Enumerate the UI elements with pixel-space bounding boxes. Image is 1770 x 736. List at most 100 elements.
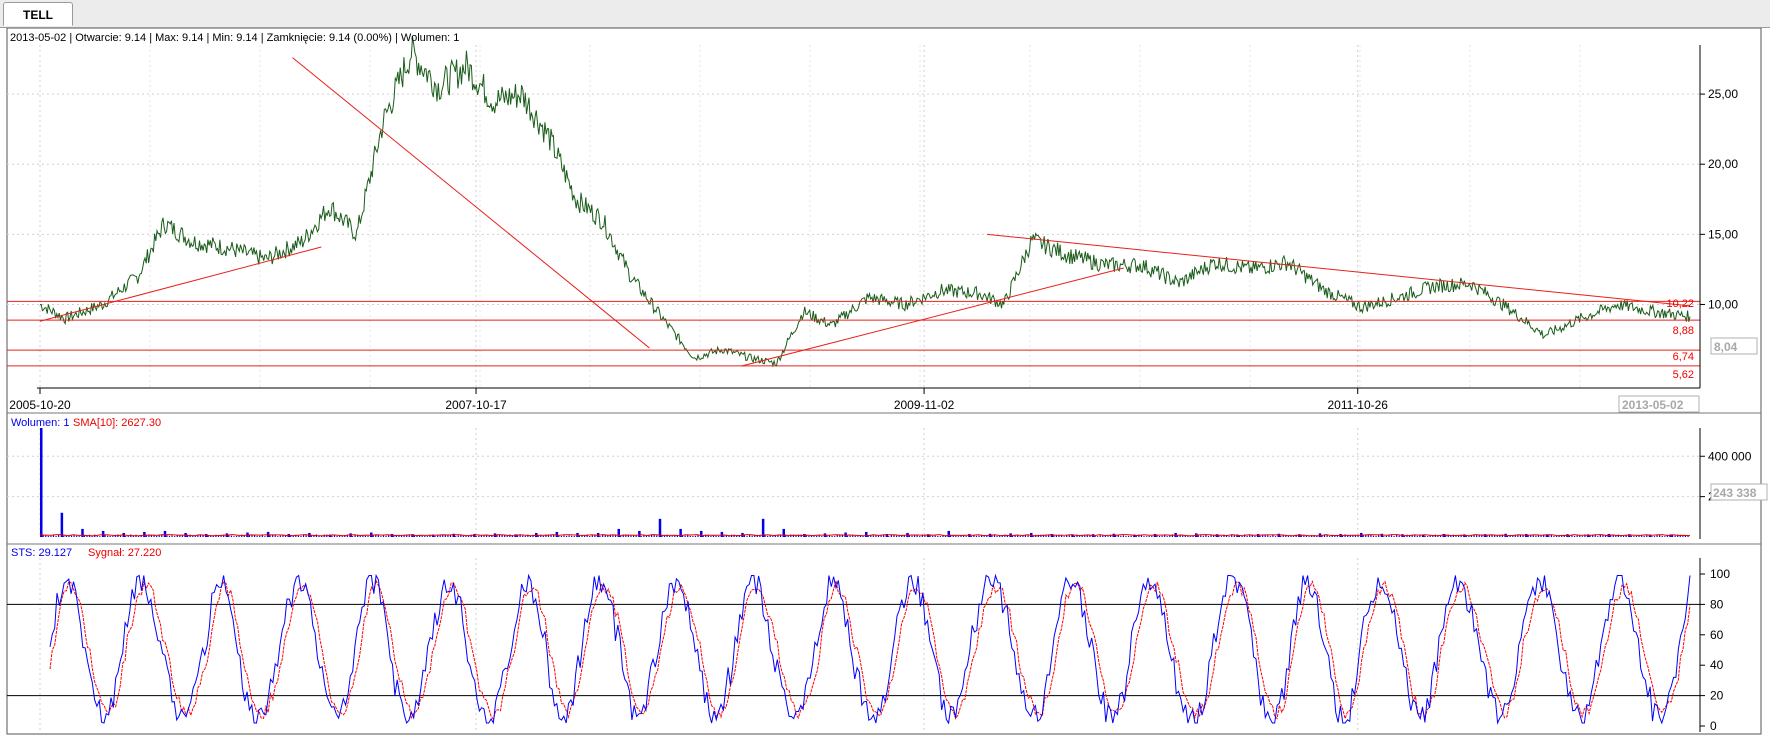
volume-bar <box>1548 534 1550 537</box>
volume-bar <box>1066 535 1068 537</box>
sts-signal-text: Sygnał: 27.220 <box>88 547 161 559</box>
volume-bar <box>269 535 271 537</box>
volume-bar <box>1437 535 1439 537</box>
tab-tell[interactable]: TELL <box>3 2 73 26</box>
volume-bar <box>888 536 890 537</box>
volume-bar <box>1455 536 1457 537</box>
volume-bar <box>277 536 279 537</box>
volume-bar <box>1414 535 1416 537</box>
volume-bar <box>890 534 892 537</box>
volume-bar <box>715 535 717 537</box>
volume-bar <box>700 530 703 537</box>
volume-bar <box>1321 535 1323 537</box>
volume-bar <box>916 534 918 537</box>
volume-bar <box>380 536 382 537</box>
sts-tick-label: 80 <box>1710 597 1724 611</box>
volume-bar <box>1166 536 1168 537</box>
volume-bar <box>1146 536 1148 537</box>
volume-bar <box>1259 535 1261 537</box>
volume-bar <box>199 534 202 537</box>
volume-bar <box>748 535 751 537</box>
x-tick-label: 2009-11-02 <box>894 398 955 412</box>
volume-bar <box>926 534 930 537</box>
volume-bar <box>143 531 146 537</box>
last-price-box <box>1710 337 1758 355</box>
price-series <box>39 36 1691 368</box>
volume-bar <box>1189 536 1192 537</box>
volume-bar <box>1151 535 1153 537</box>
volume-bar <box>813 536 815 537</box>
volume-bar <box>1486 534 1488 537</box>
volume-bar <box>192 535 194 537</box>
volume-bar <box>1550 535 1552 537</box>
volume-bar <box>1164 535 1166 537</box>
volume-bar <box>140 535 142 537</box>
volume-bar <box>282 534 284 537</box>
volume-bar <box>163 530 167 537</box>
volume-bar <box>297 535 300 537</box>
volume-bar <box>1476 535 1478 537</box>
volume-bar <box>1478 534 1480 537</box>
volume-bar <box>1592 534 1594 537</box>
trendline <box>987 233 1691 307</box>
volume-bar <box>960 535 962 537</box>
volume-bar <box>168 535 171 537</box>
volume-bar <box>86 535 88 537</box>
volume-bar <box>295 534 297 537</box>
volume-bar <box>1393 535 1395 537</box>
volume-bar <box>846 535 849 537</box>
volume-bar <box>1682 536 1684 537</box>
volume-bar <box>1246 535 1248 537</box>
volume-bar <box>1285 535 1287 537</box>
volume-bar <box>560 536 562 537</box>
volume-bar <box>1094 535 1096 537</box>
volume-bar <box>1635 535 1638 537</box>
volume-bar <box>1419 534 1421 537</box>
volume-bar <box>865 531 868 537</box>
sts-tick-label: 20 <box>1710 689 1724 703</box>
volume-bar <box>607 534 609 537</box>
chart-svg[interactable]: 10,00 15,00 20,00 25,00 2005-10-20 2007-10-17… <box>0 28 1770 736</box>
level-label-2: 8,88 <box>1673 325 1694 337</box>
volume-bar <box>653 534 655 537</box>
volume-bar <box>1370 534 1372 537</box>
volume-bar <box>1659 534 1661 537</box>
volume-bar <box>1323 534 1326 537</box>
volume-bar <box>1130 535 1132 537</box>
volume-bar <box>1300 534 1302 537</box>
volume-bar <box>712 535 715 537</box>
volume-bar <box>1148 535 1150 537</box>
volume-bar <box>924 534 926 537</box>
volume-bar <box>1362 534 1364 537</box>
volume-bar <box>908 535 911 537</box>
sts-tick-label: 100 <box>1710 567 1730 581</box>
volume-bar <box>1058 534 1060 537</box>
volume-bar <box>684 535 686 537</box>
volume-bar <box>351 536 354 537</box>
volume-bar <box>442 534 444 537</box>
volume-bar <box>243 535 245 537</box>
volume-bar <box>1182 535 1184 537</box>
volume-bar <box>1517 535 1519 537</box>
volume-bar <box>1238 535 1241 537</box>
volume-bar <box>898 535 900 537</box>
volume-bar <box>705 534 707 537</box>
volume-bar <box>542 535 544 537</box>
volume-bar <box>60 512 64 537</box>
volume-bar <box>1282 534 1284 537</box>
volume-bar <box>483 534 485 537</box>
trendlines <box>39 57 1691 367</box>
chart-area[interactable]: 10,00 15,00 20,00 25,00 2005-10-20 2007-10-17… <box>0 28 1770 736</box>
volume-sma-text: SMA[10]: 2627.30 <box>73 417 161 429</box>
volume-bar <box>1089 535 1091 537</box>
volume-bar <box>431 534 435 537</box>
volume-bar <box>1653 536 1656 537</box>
volume-bar <box>614 534 617 537</box>
volume-bar <box>1109 534 1112 537</box>
volume-bar <box>300 535 302 537</box>
volume-bar <box>1661 535 1663 537</box>
volume-bar <box>1207 535 1210 537</box>
volume-bar <box>929 535 931 537</box>
volume-bar <box>498 534 501 537</box>
volume-bar <box>751 535 753 537</box>
